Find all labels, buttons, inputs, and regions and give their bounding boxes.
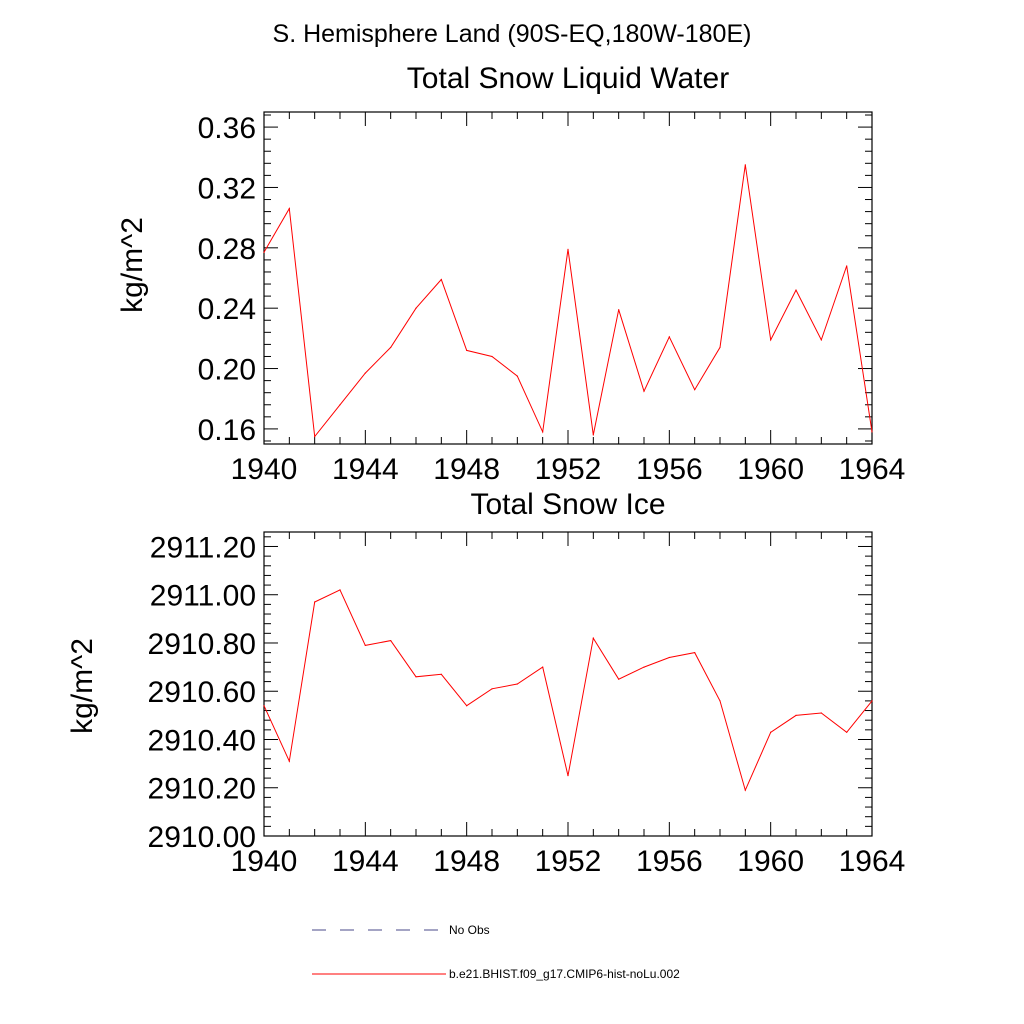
plot-frame <box>263 111 873 445</box>
y-tick-label: 0.28 <box>198 233 256 266</box>
data-point <box>364 372 366 374</box>
y-tick-label: 2911.00 <box>150 580 256 613</box>
data-point <box>871 700 873 702</box>
x-tick-label: 1940 <box>231 845 298 878</box>
data-point <box>288 760 290 762</box>
data-point <box>314 435 316 438</box>
plot-frame <box>263 531 873 837</box>
data-point <box>542 431 544 433</box>
data-point <box>390 346 392 349</box>
data-point <box>618 309 620 311</box>
data-point <box>820 712 822 714</box>
x-tick-label: 1952 <box>535 453 602 486</box>
data-point <box>516 683 518 685</box>
data-point <box>440 278 442 281</box>
data-point <box>846 265 848 267</box>
x-tick-label: 1944 <box>332 845 399 878</box>
legend: No Obs b.e21.BHIST.f09_g17.CMIP6-hist-noL… <box>312 923 680 981</box>
data-point <box>618 678 620 680</box>
data-point <box>795 714 797 716</box>
data-point <box>719 700 721 702</box>
x-tick-label: 1948 <box>433 845 500 878</box>
data-point <box>415 676 417 678</box>
y-tick-label: 0.36 <box>198 112 256 145</box>
data-point <box>542 666 544 668</box>
data-point <box>466 349 468 352</box>
y-tick-label: 0.16 <box>198 414 256 447</box>
data-point <box>694 389 696 391</box>
data-point <box>871 431 873 433</box>
data-point <box>668 336 670 338</box>
x-tick-label: 1944 <box>332 453 399 486</box>
data-point <box>339 589 341 591</box>
x-tick-label: 1956 <box>636 453 703 486</box>
x-tick-label: 1948 <box>433 453 500 486</box>
data-point <box>820 339 822 341</box>
data-point <box>390 639 392 642</box>
x-tick-label: 1960 <box>737 845 804 878</box>
data-point <box>263 251 265 253</box>
data-point <box>364 644 366 646</box>
data-point <box>491 355 493 358</box>
y-axis-label: kg/m^2 <box>66 638 99 734</box>
data-point <box>567 248 569 250</box>
data-point <box>592 637 594 639</box>
panel-snow-liquid-water: Total Snow Liquid Water kg/m^2 1940 1944 1… <box>116 62 905 486</box>
y-tick-label: 0.32 <box>198 172 256 205</box>
data-point <box>339 404 341 406</box>
figure-title: S. Hemisphere Land (90S-EQ,180W-180E) <box>273 20 752 48</box>
data-point <box>643 666 645 668</box>
data-point <box>744 789 746 791</box>
y-tick-label: 0.20 <box>198 354 256 387</box>
x-tick-label: 1956 <box>636 845 703 878</box>
data-point <box>770 731 772 733</box>
data-point <box>668 656 670 659</box>
data-point <box>466 705 468 707</box>
panel-title: Total Snow Liquid Water <box>407 62 729 95</box>
x-tick-label: 1952 <box>535 845 602 878</box>
x-tick-label: 1940 <box>231 453 298 486</box>
data-point <box>744 164 746 166</box>
data-point <box>795 289 797 291</box>
data-point <box>288 207 290 210</box>
data-point <box>263 705 265 707</box>
series-line-model <box>263 164 873 438</box>
series-line-model <box>263 589 873 792</box>
data-point <box>440 673 442 675</box>
data-point <box>415 307 417 309</box>
data-point <box>592 434 594 436</box>
y-tick-label: 2910.00 <box>148 821 256 854</box>
data-point <box>491 688 493 690</box>
data-point <box>643 390 645 392</box>
data-point <box>314 601 316 603</box>
y-tick-label: 2910.40 <box>148 724 256 757</box>
y-tick-label: 0.24 <box>198 293 256 326</box>
panel-snow-ice: Total Snow Ice kg/m^2 1940 1944 1948 1952 19… <box>66 488 905 878</box>
legend-label: No Obs <box>449 923 490 937</box>
data-point <box>719 346 721 349</box>
panel-title: Total Snow Ice <box>470 488 665 521</box>
y-tick-label: 2910.20 <box>148 773 256 806</box>
legend-label: b.e21.BHIST.f09_g17.CMIP6-hist-noLu.002 <box>449 967 680 981</box>
x-tick-label: 1960 <box>737 453 804 486</box>
y-tick-label: 2910.80 <box>148 628 256 661</box>
data-point <box>567 775 569 777</box>
data-point <box>846 731 848 733</box>
data-point <box>770 339 772 341</box>
x-tick-label: 1964 <box>839 845 906 878</box>
data-point <box>694 652 696 654</box>
x-tick-label: 1964 <box>839 453 906 486</box>
y-axis-label: kg/m^2 <box>116 217 149 313</box>
y-tick-label: 2910.60 <box>148 676 256 709</box>
data-point <box>516 375 518 377</box>
y-tick-label: 2911.20 <box>150 531 256 564</box>
